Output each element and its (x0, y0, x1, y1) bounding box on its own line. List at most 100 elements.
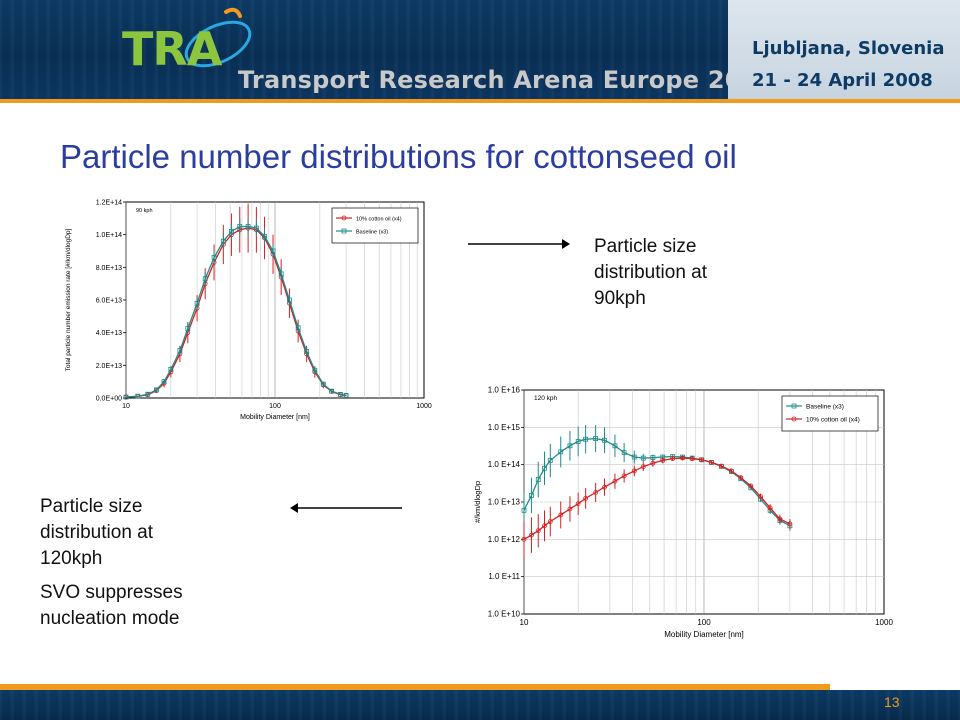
data-point (194, 300, 200, 306)
x-tick-label: 100 (269, 403, 281, 410)
x-tick-label: 1000 (875, 618, 893, 627)
panel-label: 120 kph (534, 395, 558, 402)
data-point (758, 494, 763, 499)
arrow-left-icon (290, 503, 402, 513)
legend-entry: Baseline (x3) (806, 404, 844, 411)
conference-name: Transport Research Arena Europe 2008 (238, 66, 776, 94)
data-point (287, 297, 292, 303)
data-point (593, 490, 599, 495)
data-point (719, 463, 724, 469)
legend-marker (791, 416, 797, 422)
data-point (767, 505, 773, 511)
data-point (631, 468, 637, 474)
data-point (670, 456, 676, 462)
data-point (229, 229, 234, 234)
data-point (185, 326, 191, 331)
y-tick-label: 4.0E+13 (96, 330, 122, 337)
data-point (329, 388, 335, 394)
data-point (593, 436, 599, 441)
footer-bar (0, 690, 960, 720)
y-tick-label: 6.0E+13 (96, 298, 122, 305)
footer-texture (0, 690, 960, 720)
data-point (689, 456, 695, 462)
y-tick-label: 1.0 E+10 (488, 610, 521, 619)
data-point (602, 437, 607, 443)
data-point (650, 460, 656, 466)
data-point (787, 521, 793, 527)
data-point (709, 460, 714, 465)
data-point (542, 523, 547, 529)
caption-90kph: Particle size distribution at 90kph (594, 234, 707, 312)
data-point (612, 478, 618, 484)
data-point (262, 233, 267, 239)
data-point (547, 458, 553, 463)
data-point (748, 483, 754, 489)
x-axis-label: Mobility Diameter [nm] (240, 414, 310, 421)
data-point (202, 276, 208, 282)
footer-divider (0, 684, 830, 690)
data-point (295, 325, 301, 331)
venue-dates: 21 - 24 April 2008 (752, 70, 933, 91)
legend-box (781, 395, 879, 432)
data-point (699, 457, 705, 463)
x-tick-label: 1000 (416, 403, 432, 410)
x-tick-label: 100 (697, 618, 711, 627)
data-point (312, 367, 318, 373)
tra-logo-swoosh-icon (184, 7, 252, 68)
data-point (602, 484, 607, 490)
caption-120kph-line: 120kph (40, 548, 103, 569)
chart-90kph: 0.0E+00 2.0E+13 4.0E+13 6.0E+13 8.0E+13 1.0E+… (65, 200, 432, 422)
data-point (278, 271, 284, 277)
series-cotton-oil (521, 455, 793, 558)
data-point (161, 379, 167, 385)
data-point (558, 512, 564, 518)
venue-panel (728, 0, 960, 100)
caption-120kph-line: distribution at (40, 522, 154, 543)
data-point (320, 381, 326, 387)
data-point (542, 465, 547, 471)
data-point (535, 528, 541, 534)
y-tick-label: 2.0E+13 (96, 363, 122, 370)
data-point (575, 438, 581, 444)
data-point (583, 436, 589, 442)
data-point (640, 464, 646, 470)
y-tick-label: 1.0 E+14 (488, 460, 521, 469)
x-tick-label: 10 (122, 403, 130, 410)
y-tick-label: 8.0E+13 (96, 265, 122, 272)
data-point (270, 248, 276, 254)
caption-90kph-line: Particle size (594, 236, 697, 257)
data-point (154, 387, 159, 393)
legend-entry: 10% cotton oil (x4) (356, 217, 402, 223)
data-point (558, 449, 564, 455)
y-axis-label: Total particle number emission rate [#/k… (65, 228, 72, 371)
y-axis-label: #/km/dlogDp (473, 481, 482, 523)
data-point (535, 477, 541, 482)
x-axis-label: Mobility Diameter [nm] (664, 630, 744, 639)
y-tick-label: 0.0E+00 (96, 396, 122, 403)
data-point (145, 391, 151, 397)
data-point (211, 255, 217, 260)
data-point (338, 392, 343, 397)
data-point (612, 443, 618, 449)
caption-120kph-line: Particle size (40, 496, 143, 517)
data-point (529, 532, 534, 538)
y-tick-label: 1.0 E+12 (488, 535, 521, 544)
chart-120kph: 1.0 E+10 1.0 E+11 1.0 E+12 1.0 E+13 1.0 E+14… (473, 386, 893, 640)
data-point (547, 519, 553, 524)
caption-svo-line: SVO suppresses (40, 582, 183, 603)
header-divider (0, 99, 960, 103)
panel-label: 90 kph (136, 208, 153, 214)
y-tick-label: 1.0 E+13 (488, 498, 521, 507)
x-tick-label: 10 (520, 618, 529, 627)
data-point (729, 468, 734, 474)
y-tick-label: 1.0 E+11 (488, 572, 520, 581)
data-point (660, 458, 666, 463)
y-tick-label: 1.2E+14 (96, 200, 122, 207)
data-point (177, 348, 183, 354)
data-point (220, 238, 226, 244)
legend-box (331, 207, 419, 244)
data-point (168, 367, 174, 372)
y-tick-label: 1.0 E+16 (488, 386, 521, 395)
data-point (521, 507, 527, 513)
legend-marker (341, 228, 347, 234)
